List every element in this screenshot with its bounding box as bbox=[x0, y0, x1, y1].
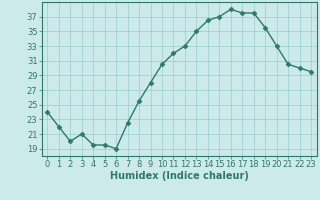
X-axis label: Humidex (Indice chaleur): Humidex (Indice chaleur) bbox=[110, 171, 249, 181]
